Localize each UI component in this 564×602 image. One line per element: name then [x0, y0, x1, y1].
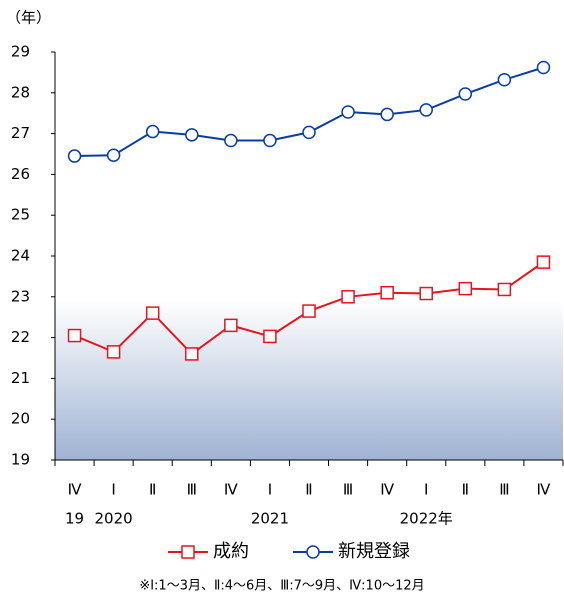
point — [419, 286, 433, 301]
y-tick-label: 27 — [11, 124, 30, 142]
y-tick-label: 25 — [11, 206, 30, 224]
x-tick-label: Ⅳ — [224, 481, 238, 499]
y-tick-label: 28 — [11, 83, 30, 101]
point — [419, 103, 433, 117]
point — [341, 290, 355, 304]
x-tick-label: Ⅰ — [111, 481, 115, 499]
legend-marker — [181, 545, 195, 559]
point — [145, 124, 160, 139]
y-tick-label: 22 — [11, 328, 30, 346]
legend-marker — [306, 545, 320, 559]
point — [224, 318, 238, 333]
point — [263, 329, 277, 344]
y-tick-label: 21 — [11, 369, 30, 387]
year-label: 19 — [65, 510, 84, 528]
point — [302, 125, 316, 140]
x-tick-label: Ⅱ — [305, 481, 312, 499]
point — [536, 60, 551, 75]
point — [458, 281, 473, 296]
series-line — [74, 66, 544, 158]
point — [458, 87, 473, 101]
x-tick-label: Ⅰ — [268, 481, 272, 499]
y-tick-label: 23 — [11, 287, 30, 305]
x-tick-label: Ⅱ — [149, 481, 156, 499]
point — [380, 285, 394, 300]
note: ※Ⅰ:1～3月、Ⅱ:4～6月、Ⅲ:7～9月、Ⅳ:10～12月 — [139, 579, 424, 594]
point — [341, 105, 355, 119]
point — [145, 306, 160, 320]
year-label: 2022年 — [400, 510, 453, 528]
point — [67, 328, 82, 343]
point — [497, 282, 512, 297]
legend-label: 新規登録 — [338, 541, 410, 562]
y-tick-label: 19 — [11, 451, 30, 469]
y-unit: （年） — [6, 9, 51, 27]
point — [497, 72, 512, 87]
year-label: 2021 — [251, 510, 289, 528]
x-tick-label: Ⅲ — [499, 481, 509, 499]
point — [224, 133, 238, 148]
point — [536, 255, 551, 269]
y-tick-label: 24 — [11, 247, 30, 265]
point — [185, 128, 199, 142]
x-tick-label: Ⅲ — [187, 481, 197, 499]
y-tick-label: 29 — [11, 43, 30, 61]
point — [106, 345, 121, 359]
point — [67, 149, 82, 163]
y-tick-label: 26 — [11, 165, 30, 183]
point — [302, 304, 316, 318]
x-tick-label: Ⅳ — [380, 481, 394, 499]
y-tick-label: 20 — [11, 410, 30, 428]
x-tick-label: Ⅲ — [343, 481, 353, 499]
x-tick-label: Ⅳ — [537, 481, 551, 499]
x-tick-label: Ⅰ — [424, 481, 428, 499]
x-tick-label: Ⅳ — [68, 481, 82, 499]
point — [380, 107, 394, 122]
background-gradient — [55, 300, 563, 460]
year-label: 2020 — [95, 510, 133, 528]
point — [185, 347, 199, 361]
point — [263, 133, 277, 148]
legend-label: 成約 — [213, 541, 249, 562]
x-tick-label: Ⅱ — [462, 481, 469, 499]
point — [106, 148, 121, 162]
